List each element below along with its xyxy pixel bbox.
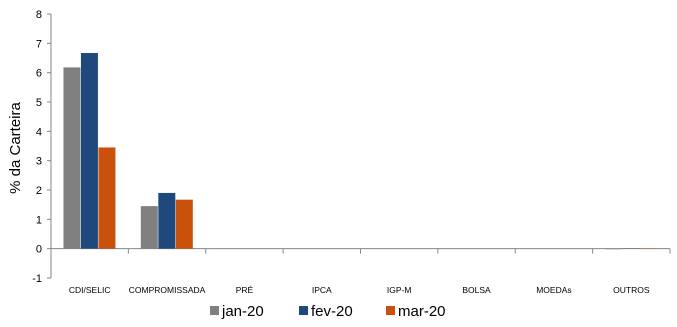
y-tick-label: 7 [36, 38, 42, 50]
x-category-label: PRÉ [236, 285, 254, 295]
y-tick-label: 0 [36, 244, 42, 256]
y-tick-label: 1 [36, 214, 42, 226]
y-tick-label: 6 [36, 68, 42, 80]
legend-item: fev-20 [299, 303, 353, 320]
legend-swatch [210, 306, 219, 315]
legend-swatch [386, 306, 395, 315]
bars [63, 53, 658, 250]
bar [605, 248, 623, 250]
legend: jan-20 fev-20 mar-20 [210, 303, 446, 320]
y-tick-label: 3 [36, 156, 42, 168]
y-tick-label: 5 [36, 97, 42, 109]
axes: -1 0 1 2 3 4 5 6 7 8 CDI/SELIC COMPROMISSADA PRÉ IPCA… [32, 9, 671, 295]
x-category-label: CDI/SELIC [69, 285, 111, 295]
x-category-label: IPCA [312, 285, 332, 295]
x-category-label: IGP-M [387, 285, 412, 295]
x-category-label: BOLSA [462, 285, 491, 295]
bar [158, 192, 176, 249]
bar [140, 206, 158, 249]
legend-swatch [299, 306, 308, 315]
bar [98, 147, 116, 249]
legend-label: mar-20 [398, 303, 446, 320]
x-category-label: OUTROS [613, 285, 650, 295]
y-tick-label: 8 [36, 9, 42, 21]
legend-label: jan-20 [221, 303, 264, 320]
bar [175, 199, 193, 249]
legend-item: jan-20 [210, 303, 264, 320]
bar [80, 53, 98, 249]
bar [63, 67, 81, 249]
y-tick-label: 4 [36, 126, 42, 138]
x-category-label: COMPROMISSADA [129, 285, 206, 295]
y-axis-label: % da Carteira [7, 101, 24, 193]
legend-item: mar-20 [386, 303, 446, 320]
x-category-label: MOEDAs [536, 285, 571, 295]
y-tick-label: 2 [36, 185, 42, 197]
y-tick-label: -1 [32, 273, 42, 285]
legend-label: fev-20 [311, 303, 353, 320]
